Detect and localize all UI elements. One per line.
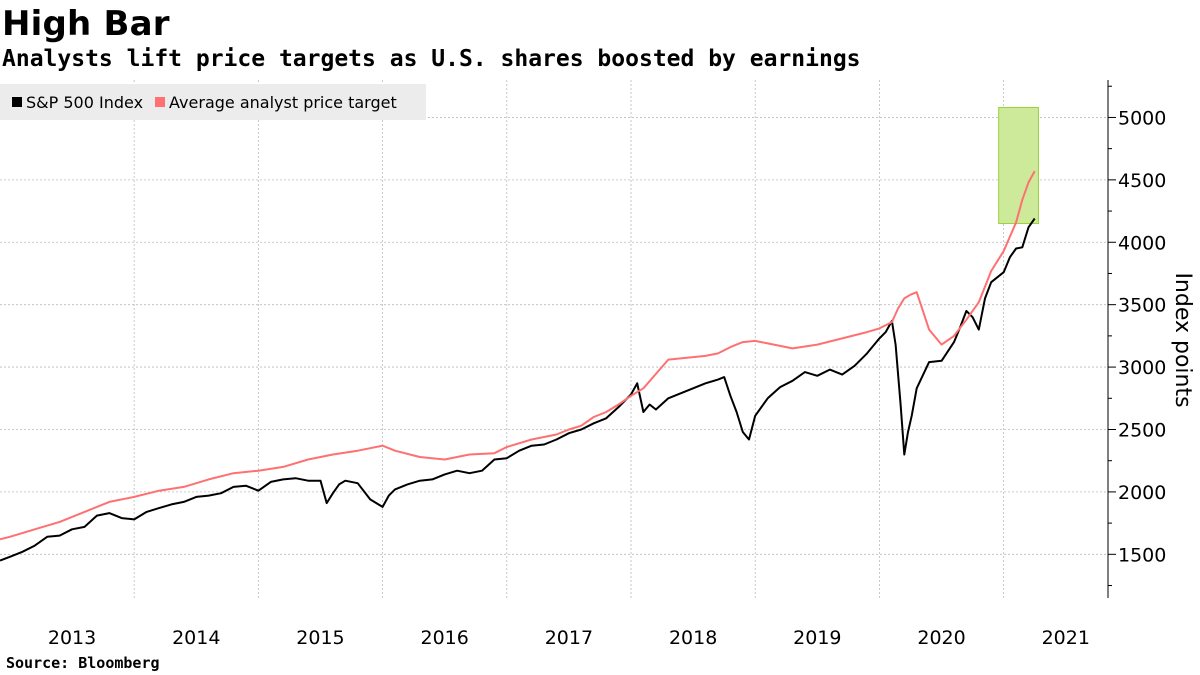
x-tick-label-2015: 2015 bbox=[296, 627, 344, 649]
legend-label-sp500: S&P 500 Index bbox=[26, 92, 144, 112]
y-tick-label-4500: 4500 bbox=[1118, 170, 1166, 192]
series-line-0 bbox=[0, 217, 1036, 562]
x-tick-label-2018: 2018 bbox=[669, 627, 717, 649]
series-lines bbox=[0, 170, 1036, 562]
legend-swatch-sp500 bbox=[12, 97, 22, 107]
y-tick-label-1500: 1500 bbox=[1118, 544, 1166, 566]
y-tick-label-5000: 5000 bbox=[1118, 107, 1166, 129]
y-axis-label: Index points bbox=[1170, 272, 1195, 407]
x-tick-label-2013: 2013 bbox=[48, 627, 96, 649]
y-tick-label-4000: 4000 bbox=[1118, 232, 1166, 254]
chart-title: High Bar bbox=[2, 4, 170, 44]
x-tick-label-2016: 2016 bbox=[421, 627, 469, 649]
x-tick-label-2019: 2019 bbox=[793, 627, 841, 649]
highlight-box bbox=[998, 106, 1039, 225]
y-tick-label-2500: 2500 bbox=[1118, 419, 1166, 441]
legend-item-target: Average analyst price target bbox=[155, 93, 397, 112]
series-line-1 bbox=[0, 170, 1036, 541]
x-tick-label-2014: 2014 bbox=[172, 627, 220, 649]
x-tick-label-2017: 2017 bbox=[545, 627, 593, 649]
y-tick-label-3000: 3000 bbox=[1118, 357, 1166, 379]
x-tick-label-2020: 2020 bbox=[917, 627, 965, 649]
legend-swatch-target bbox=[155, 97, 166, 107]
source-note: Source: Bloomberg bbox=[6, 654, 160, 672]
chart-subtitle: Analysts lift price targets as U.S. shar… bbox=[2, 46, 861, 72]
y-tick-label-3500: 3500 bbox=[1118, 295, 1166, 317]
y-axis: 1500 2000 2500 3000 3500 4000 4500 5000 bbox=[1107, 80, 1166, 598]
y-tick-label-2000: 2000 bbox=[1118, 482, 1166, 504]
x-axis-labels: 2013 2014 2015 2016 2017 2018 2019 2020 2021 bbox=[48, 627, 1090, 649]
grid-lines bbox=[0, 80, 1108, 598]
highlight-region bbox=[998, 106, 1039, 225]
legend-item-sp500: S&P 500 Index bbox=[12, 93, 143, 112]
chart-legend: S&P 500 Index Average analyst price targ… bbox=[0, 84, 426, 120]
x-tick-label-2021: 2021 bbox=[1042, 627, 1090, 649]
legend-label-target: Average analyst price target bbox=[169, 92, 397, 112]
